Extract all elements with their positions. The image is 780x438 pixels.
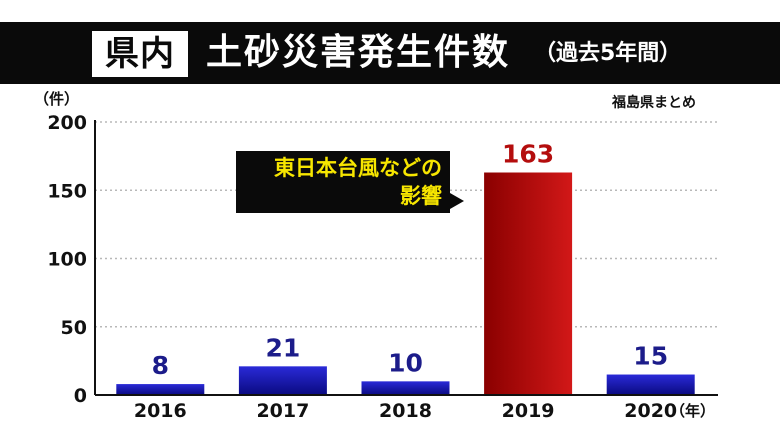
- y-tick-label: 100: [47, 249, 87, 271]
- y-tick-label: 50: [61, 317, 87, 339]
- data-label-2016: 8: [152, 351, 169, 380]
- y-axis-unit: （件）: [34, 90, 79, 108]
- title-badge: 県内: [92, 31, 188, 77]
- y-tick-label: 0: [74, 385, 87, 407]
- tick-labels: 0 50 100 150 200 2016 2017 2018 2019 2020: [47, 112, 677, 422]
- annotation-callout: 東日本台風などの 影響: [236, 151, 450, 213]
- callout-pointer: [450, 193, 464, 209]
- bar-2016: [116, 384, 205, 395]
- x-tick-label: 2017: [256, 400, 309, 422]
- bars: [116, 172, 695, 395]
- data-label-2018: 10: [388, 348, 423, 377]
- x-axis-unit: （年）: [670, 402, 715, 420]
- axes: [94, 120, 718, 396]
- x-tick-label: 2020: [624, 400, 677, 422]
- callout-line-2: 影響: [400, 184, 442, 208]
- data-label-2020: 15: [633, 342, 668, 371]
- x-tick-label: 2019: [502, 400, 555, 422]
- callout-line-1: 東日本台風などの: [274, 156, 442, 180]
- bar-2020: [606, 374, 695, 395]
- x-tick-label: 2016: [134, 400, 187, 422]
- y-tick-label: 150: [47, 180, 87, 202]
- source-note: 福島県まとめ: [612, 95, 696, 111]
- x-tick-label: 2018: [379, 400, 432, 422]
- bar-2019: [484, 172, 573, 395]
- chart-subtitle: （過去5年間）: [534, 41, 682, 66]
- bar-2017: [238, 366, 327, 395]
- y-tick-label: 200: [47, 112, 87, 134]
- data-label-2017: 21: [266, 333, 301, 362]
- bar-2018: [361, 381, 450, 395]
- data-label-2019: 163: [502, 140, 554, 169]
- chart-title: 土砂災害発生件数: [206, 32, 511, 73]
- data-labels: 8 21 10 163 15: [152, 140, 669, 381]
